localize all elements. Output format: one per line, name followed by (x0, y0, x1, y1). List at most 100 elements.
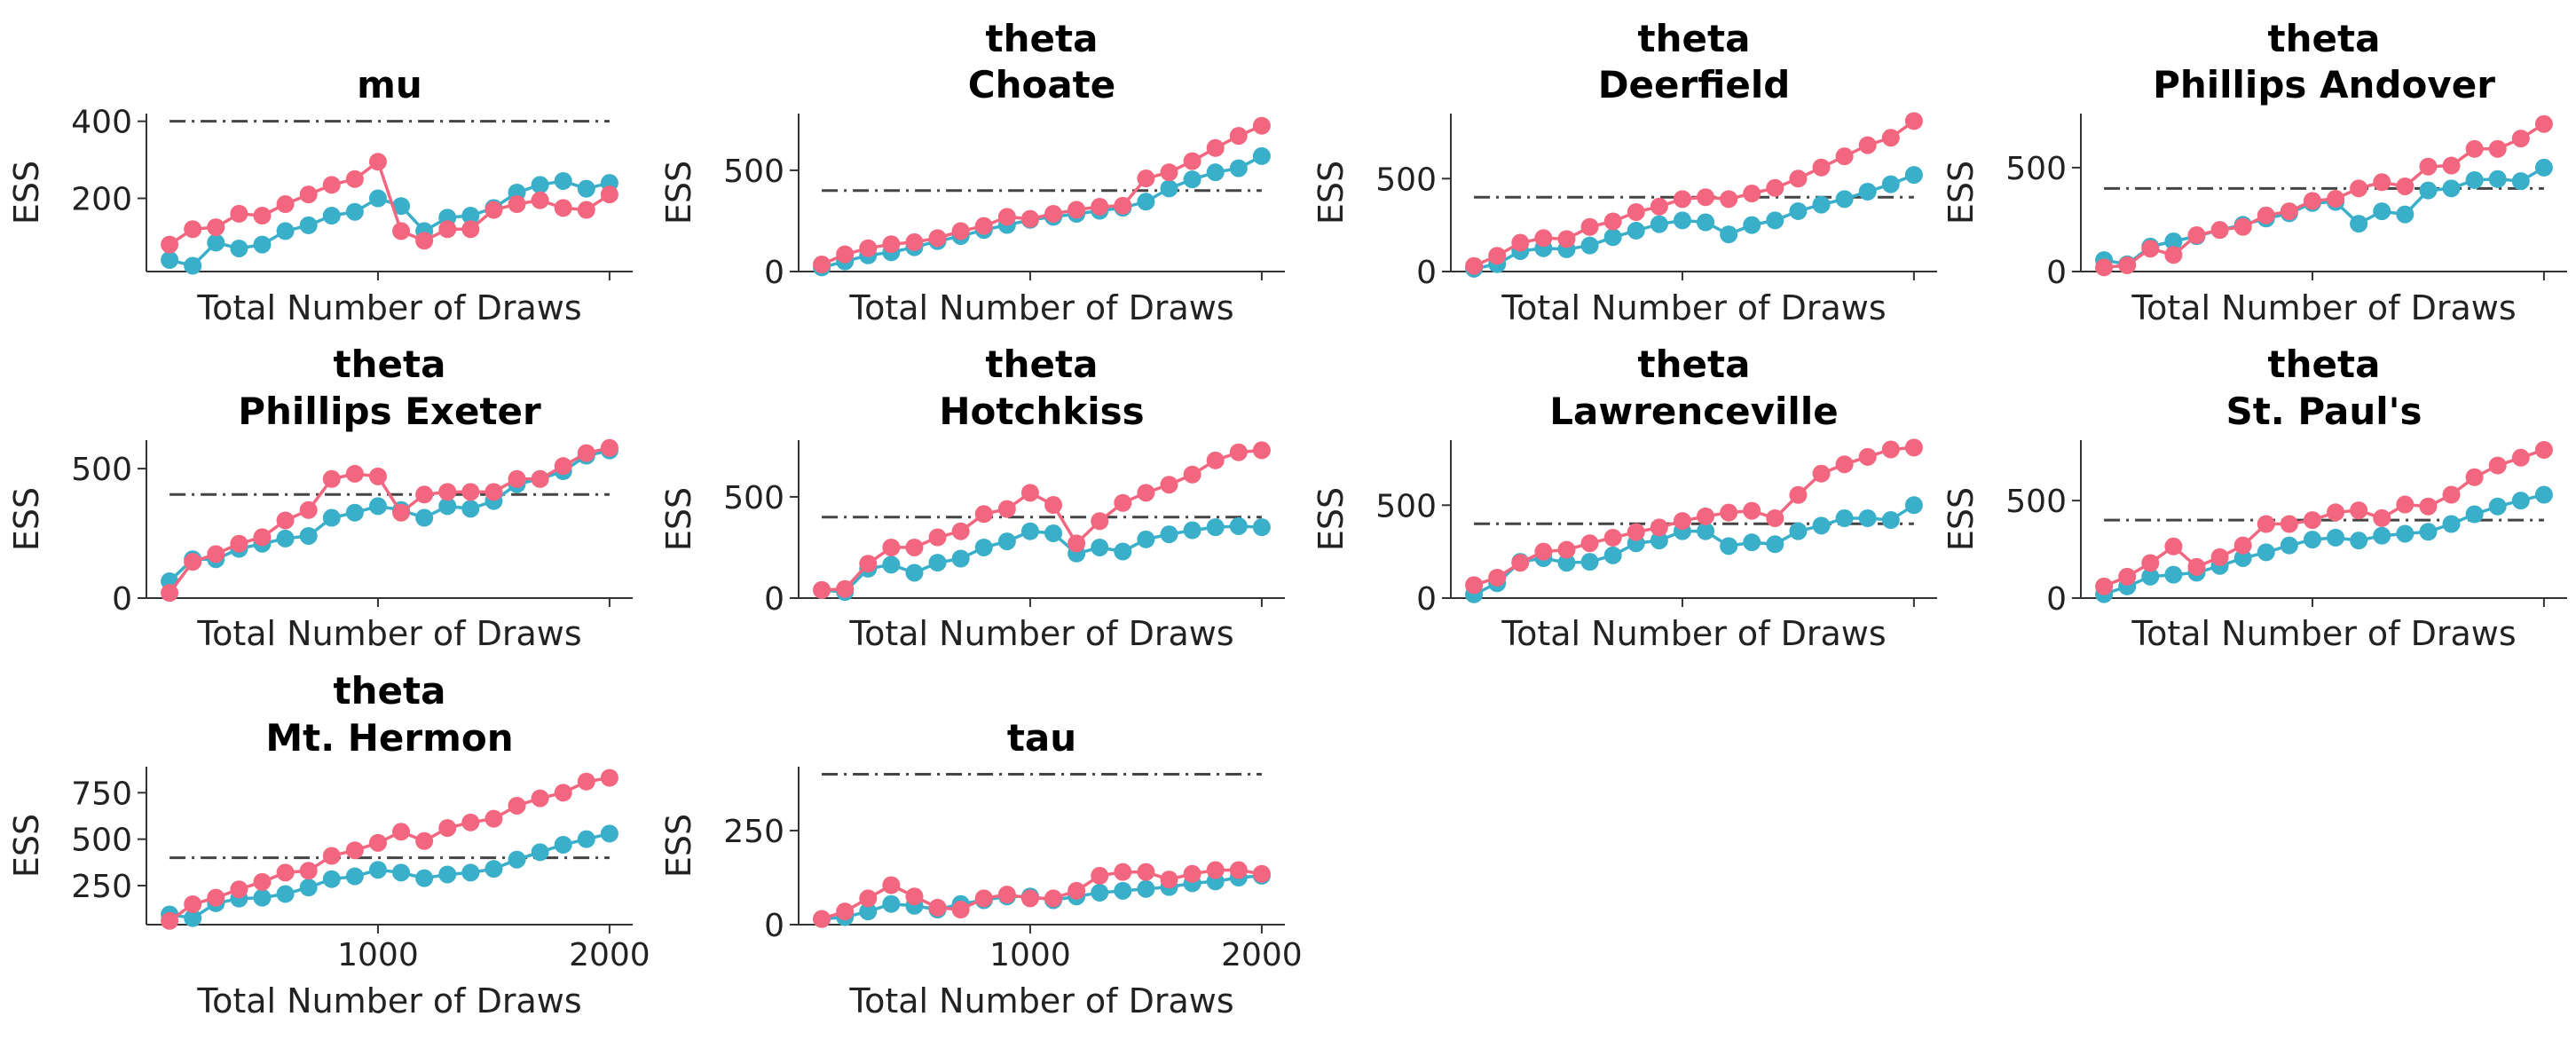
tail-point (1881, 129, 1900, 147)
bulk-point (1580, 236, 1599, 255)
tail-point (230, 880, 248, 899)
bulk-point (1229, 159, 1248, 177)
bulk-point (577, 830, 595, 848)
y-tick-label: 0 (1416, 581, 1437, 618)
x-axis-label: Total Number of Draws (848, 614, 1233, 653)
tail-point (1229, 861, 1248, 879)
tail-point (1044, 204, 1063, 223)
tail-point (1091, 197, 1109, 216)
subplot-subtitle: Phillips Andover (2153, 63, 2495, 106)
tail-point (1067, 534, 1086, 553)
bulk-point (1091, 883, 1109, 902)
tail-point (554, 784, 572, 802)
tail-point (161, 911, 179, 930)
tail-point (461, 220, 480, 239)
bulk-point (1720, 225, 1738, 244)
bulk-point (392, 197, 411, 216)
tail-point (207, 888, 225, 907)
bulk-point (1673, 211, 1691, 230)
tail-point (345, 464, 364, 483)
bulk-point (997, 532, 1016, 551)
bulk-point (1160, 179, 1178, 198)
y-axis-label: ESS (1312, 161, 1351, 225)
tail-point (415, 831, 434, 850)
tail-point (1835, 455, 1854, 474)
tail-point (2534, 440, 2553, 459)
bulk-point (207, 233, 225, 252)
y-tick-label: 0 (2046, 581, 2067, 618)
bulk-point (2373, 526, 2391, 545)
x-tick-label: 2000 (1221, 937, 1303, 973)
y-tick-label: 500 (1375, 162, 1437, 198)
bulk-point (461, 863, 480, 882)
bulk-point (1766, 535, 1784, 554)
y-axis-label: ESS (7, 814, 46, 878)
tail-point (1673, 512, 1691, 531)
bulk-point (1789, 201, 1808, 220)
tail-point (882, 538, 901, 556)
bulk-point (345, 867, 364, 886)
tail-point (554, 199, 572, 217)
bulk-point (1881, 175, 1900, 193)
tail-point (1160, 163, 1178, 182)
tail-point (1488, 247, 1507, 265)
tail-point (2257, 515, 2275, 533)
y-tick-label: 500 (1375, 488, 1437, 524)
tail-point (1812, 464, 1831, 483)
bulk-point (2396, 524, 2415, 543)
subplot-title: theta (1638, 17, 1751, 60)
subplot-9: tau 0 250 1000 2000 Total Number of Draws ESS (659, 716, 1303, 1020)
subplot-subtitle: St. Paul's (2225, 390, 2422, 433)
subplot-title: theta (334, 343, 446, 386)
tail-point (2280, 202, 2298, 221)
tail-point (276, 511, 295, 530)
tail-point (1183, 465, 1201, 484)
tail-point (2373, 508, 2391, 527)
bulk-point (1091, 538, 1109, 556)
x-axis-label: Total Number of Draws (1501, 288, 1886, 327)
y-tick-label: 0 (764, 908, 784, 944)
bulk-point (1557, 554, 1576, 572)
x-tick-label: 2000 (569, 937, 650, 973)
tail-point (1252, 441, 1271, 460)
bulk-point (392, 863, 411, 882)
tail-point (1252, 116, 1271, 135)
y-axis-label: ESS (659, 161, 698, 225)
x-tick-label: 1000 (989, 937, 1071, 973)
tail-point (438, 220, 457, 239)
tail-point (974, 505, 993, 524)
tail-point (2511, 448, 2530, 467)
bulk-point (2303, 531, 2321, 549)
bulk-point (299, 878, 318, 897)
bulk-point (253, 888, 272, 907)
tail-point (1789, 169, 1808, 188)
bulk-point (368, 861, 387, 879)
y-tick-label: 250 (723, 814, 784, 850)
y-axis-label: ESS (7, 487, 46, 551)
subplot-title: theta (986, 343, 1099, 386)
bulk-point (2164, 232, 2183, 251)
x-axis-label: Total Number of Draws (2131, 288, 2516, 327)
tail-point (322, 847, 341, 865)
bulk-point (2442, 515, 2461, 533)
tail-point (230, 204, 248, 223)
y-axis-label: ESS (1312, 487, 1351, 551)
tail-point (392, 503, 411, 522)
tail-point (1137, 169, 1155, 188)
bulk-point (859, 902, 878, 921)
bulk-point (1580, 553, 1599, 571)
y-tick-label: 400 (71, 105, 132, 141)
bulk-point (1206, 518, 1225, 537)
bulk-point (2280, 536, 2298, 555)
bulk-point (1137, 530, 1155, 548)
tail-point (1488, 568, 1507, 587)
tail-point (2141, 240, 2160, 258)
tail-point (2164, 537, 2183, 555)
tail-point (1766, 508, 1784, 527)
tail-point (1789, 485, 1808, 504)
subplot-subtitle: Mt. Hermon (265, 716, 513, 760)
subplot-title: theta (334, 669, 446, 713)
